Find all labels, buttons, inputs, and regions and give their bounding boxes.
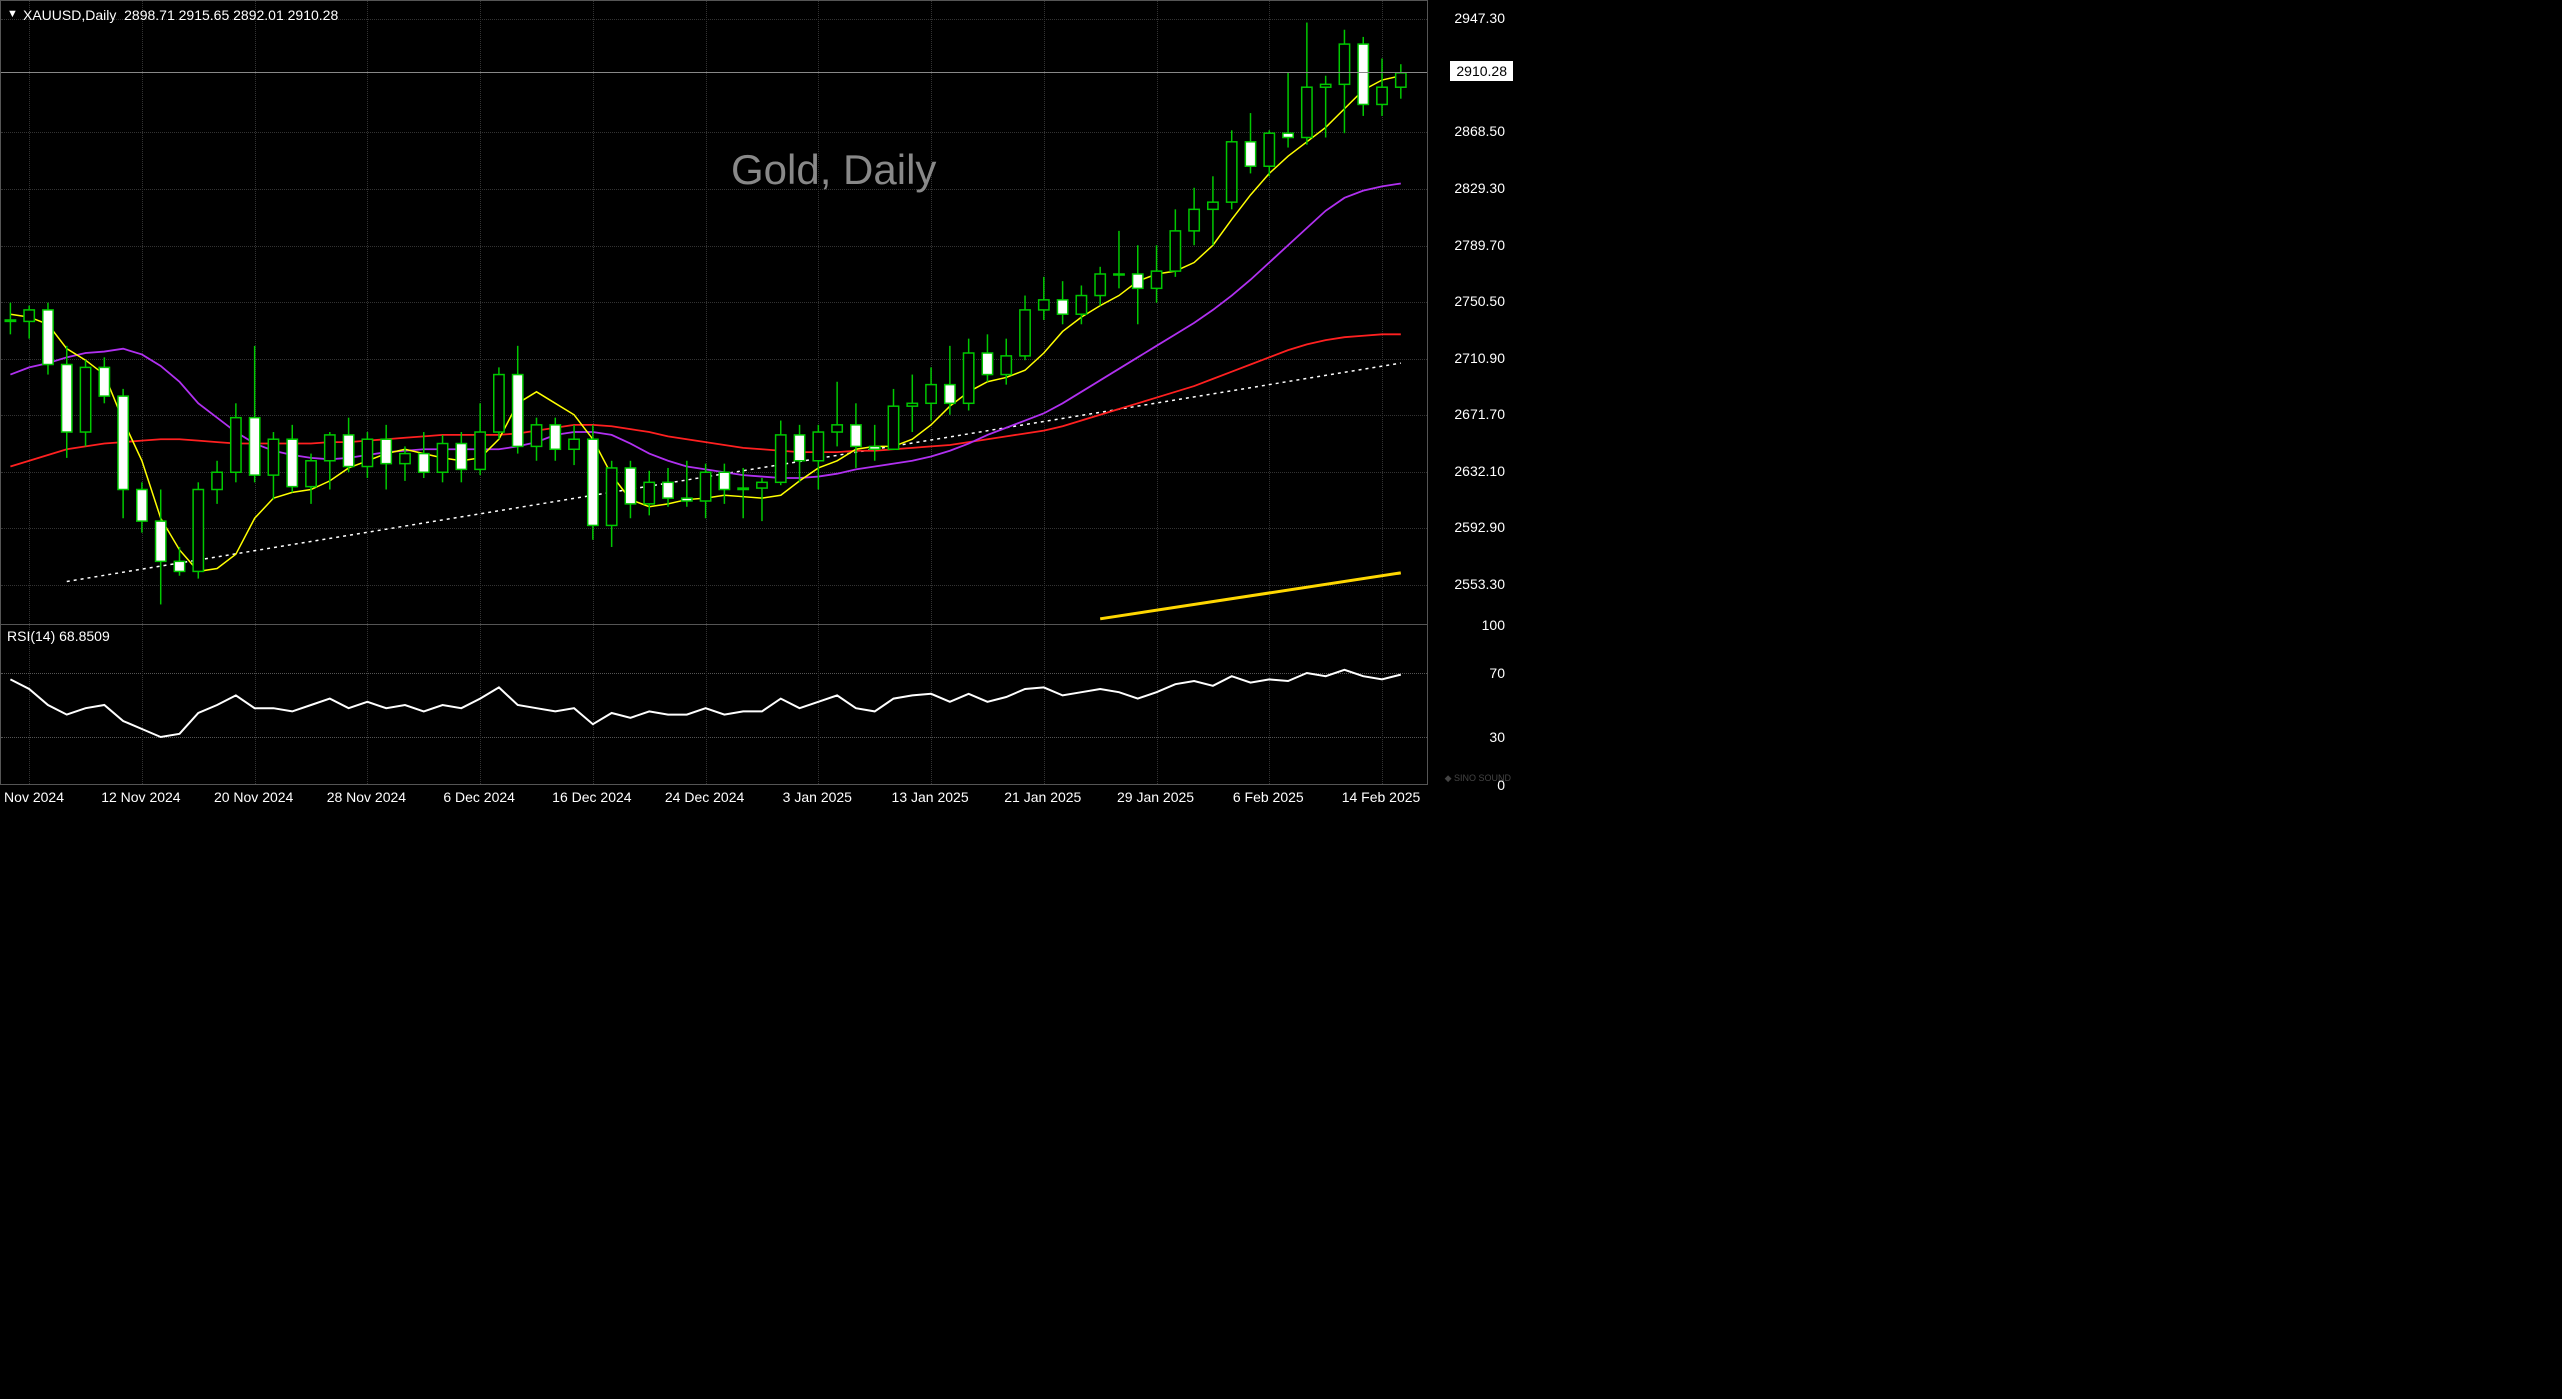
rsi-axis: 10070300 <box>1428 625 1513 785</box>
time-axis: 4 Nov 202412 Nov 202420 Nov 202428 Nov 2… <box>0 785 1428 810</box>
broker-logo: ◆ SINO SOUND <box>1445 773 1511 784</box>
current-price-line <box>1 72 1427 73</box>
trading-chart[interactable]: ▼ XAUUSD,Daily 2898.71 2915.65 2892.01 2… <box>0 0 1513 810</box>
rsi-chart-svg <box>1 625 1429 785</box>
symbol-header: XAUUSD,Daily 2898.71 2915.65 2892.01 291… <box>23 7 338 23</box>
price-chart-svg <box>1 1 1429 626</box>
rsi-panel[interactable]: RSI(14) 68.8509 <box>0 625 1428 785</box>
dropdown-icon[interactable]: ▼ <box>7 8 18 20</box>
rsi-header: RSI(14) 68.8509 <box>7 628 110 644</box>
price-axis: 2910.28 2947.302868.502829.302789.702750… <box>1428 0 1513 625</box>
current-price-badge: 2910.28 <box>1450 61 1513 81</box>
price-panel[interactable]: ▼ XAUUSD,Daily 2898.71 2915.65 2892.01 2… <box>0 0 1428 625</box>
